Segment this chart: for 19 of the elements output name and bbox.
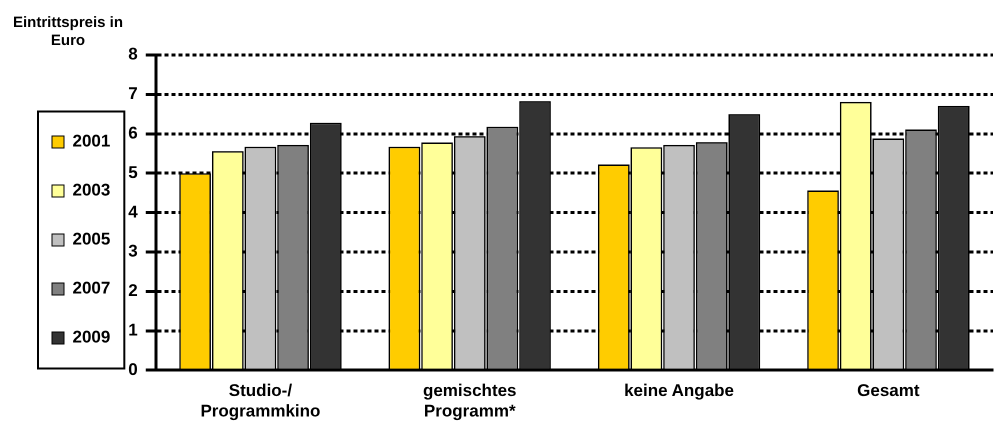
- legend-label: 2009: [72, 328, 110, 347]
- y-tick-label: 6: [128, 123, 138, 142]
- y-tick-label: 0: [128, 360, 138, 379]
- legend-label: 2003: [72, 180, 110, 200]
- x-tick-label: Gesamt: [857, 381, 920, 400]
- y-tick-label: 8: [128, 44, 138, 64]
- x-tick-label: gemischtes Programm*: [422, 381, 517, 420]
- y-tick-label: 1: [128, 320, 138, 340]
- x-tick-label: keine Angabe: [624, 381, 734, 400]
- y-tick-label: 2: [128, 281, 138, 300]
- y-tick-label: 4: [128, 202, 138, 222]
- legend-label: 2007: [72, 278, 110, 298]
- y-tick-label: 3: [128, 242, 138, 261]
- legend-label: 2001: [72, 132, 110, 151]
- x-tick-label: Studio-/ Programmkino: [200, 381, 320, 420]
- y-tick-label: 5: [128, 162, 138, 182]
- y-axis-title: Eintrittspreis in Euro: [12, 14, 124, 50]
- y-tick-label: 7: [128, 84, 138, 104]
- legend-label: 2005: [72, 230, 110, 249]
